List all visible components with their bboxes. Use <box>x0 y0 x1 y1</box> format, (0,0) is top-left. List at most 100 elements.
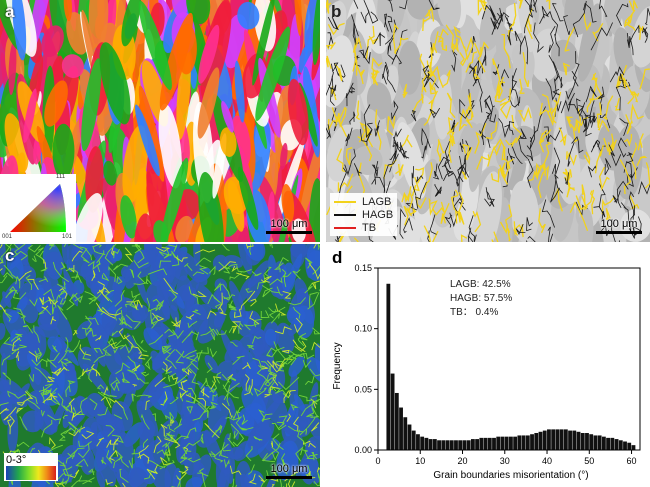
histogram-bar <box>601 436 606 450</box>
histogram-bar <box>568 430 572 450</box>
kam-line <box>48 244 55 250</box>
lagb-boundary <box>428 197 438 216</box>
kam-line <box>282 349 290 354</box>
kam-line <box>312 327 320 335</box>
kam-line <box>187 457 201 463</box>
kam-line <box>192 271 205 277</box>
kam-line <box>251 335 262 344</box>
histogram-bar <box>610 437 615 450</box>
kam-line <box>27 244 41 253</box>
kam-line <box>187 320 198 329</box>
low-kam-grain <box>238 278 252 303</box>
hagb-boundary <box>429 214 437 235</box>
kam-line <box>110 342 119 349</box>
kam-line <box>16 407 24 414</box>
hagb-boundary <box>353 163 362 177</box>
kam-line <box>57 393 68 412</box>
kam-line <box>47 392 56 401</box>
kam-line <box>283 389 296 404</box>
low-kam-grain <box>129 467 149 487</box>
lagb-boundary <box>536 163 546 177</box>
hagb-boundary <box>434 183 442 196</box>
kam-line <box>200 328 219 336</box>
low-kam-grain <box>12 244 29 266</box>
kam-line <box>137 354 149 360</box>
lagb-boundary <box>354 36 363 76</box>
histogram-bar <box>585 433 589 450</box>
histogram-bar <box>593 435 598 450</box>
histogram-bar <box>449 440 454 450</box>
low-kam-grain <box>95 448 116 487</box>
low-kam-grain <box>38 323 60 339</box>
kam-colorbar: 0-3° <box>4 453 58 481</box>
hagb-boundary <box>358 46 369 59</box>
lagb-boundary <box>330 85 337 101</box>
kam-line <box>218 450 229 459</box>
kam-line <box>204 422 220 439</box>
histogram-bar <box>483 437 488 450</box>
kam-line <box>17 312 26 324</box>
low-kam-grain <box>243 244 266 261</box>
kam-line <box>186 406 193 414</box>
grain <box>99 42 131 125</box>
kam-line <box>163 277 179 295</box>
kam-line <box>185 354 198 363</box>
kam-line <box>77 442 90 459</box>
kam-line <box>214 282 223 291</box>
grain <box>237 166 259 231</box>
lagb-boundary <box>615 73 623 89</box>
lagb-boundary <box>345 146 353 166</box>
grain <box>613 27 634 77</box>
kam-line <box>167 434 175 443</box>
lagb-boundary <box>480 0 487 8</box>
hagb-boundary <box>572 0 587 38</box>
kam-line <box>111 330 119 337</box>
kam-line <box>52 345 58 353</box>
hagb-boundary <box>382 65 389 85</box>
kam-line <box>92 245 106 256</box>
kam-line <box>183 440 201 450</box>
lagb-boundary <box>507 227 512 242</box>
kam-line <box>240 290 256 311</box>
kam-line <box>212 443 229 457</box>
hagb-boundary <box>387 0 393 12</box>
kam-line <box>79 344 91 356</box>
kam-line <box>209 401 218 410</box>
y-axis-label: Frequency <box>332 342 343 389</box>
hagb-boundary <box>421 127 431 149</box>
lagb-boundary <box>623 134 633 147</box>
lagb-boundary <box>512 221 519 236</box>
grain <box>121 0 141 47</box>
low-kam-grain <box>138 374 162 407</box>
hagb-boundary <box>327 16 339 31</box>
kam-line <box>152 298 163 307</box>
lagb-boundary <box>459 108 473 129</box>
lagb-boundary <box>426 47 433 72</box>
lagb-boundary <box>589 190 596 215</box>
hagb-boundary <box>330 87 337 106</box>
x-axis-label: Grain boundaries misorientation (°) <box>433 470 588 481</box>
kam-line <box>230 423 240 439</box>
low-kam-grain <box>26 353 37 368</box>
kam-line <box>115 377 121 392</box>
kam-line <box>7 419 12 435</box>
hagb-boundary <box>511 75 520 106</box>
hagb-boundary <box>331 62 339 76</box>
hagb-boundary <box>616 3 629 27</box>
histogram-bar <box>394 392 399 450</box>
lagb-boundary <box>570 123 580 143</box>
low-kam-grain <box>276 440 299 481</box>
kam-line <box>11 344 27 355</box>
kam-line <box>96 437 105 447</box>
kam-line <box>162 397 167 407</box>
kam-line <box>15 351 20 361</box>
kam-line <box>0 304 6 313</box>
kam-line <box>15 275 21 289</box>
kam-line <box>159 459 175 470</box>
grain <box>377 0 407 38</box>
lagb-boundary <box>499 167 509 185</box>
hagb-boundary <box>598 0 608 17</box>
kam-line <box>276 286 284 296</box>
kam-line <box>169 396 179 405</box>
kam-line <box>266 346 285 358</box>
